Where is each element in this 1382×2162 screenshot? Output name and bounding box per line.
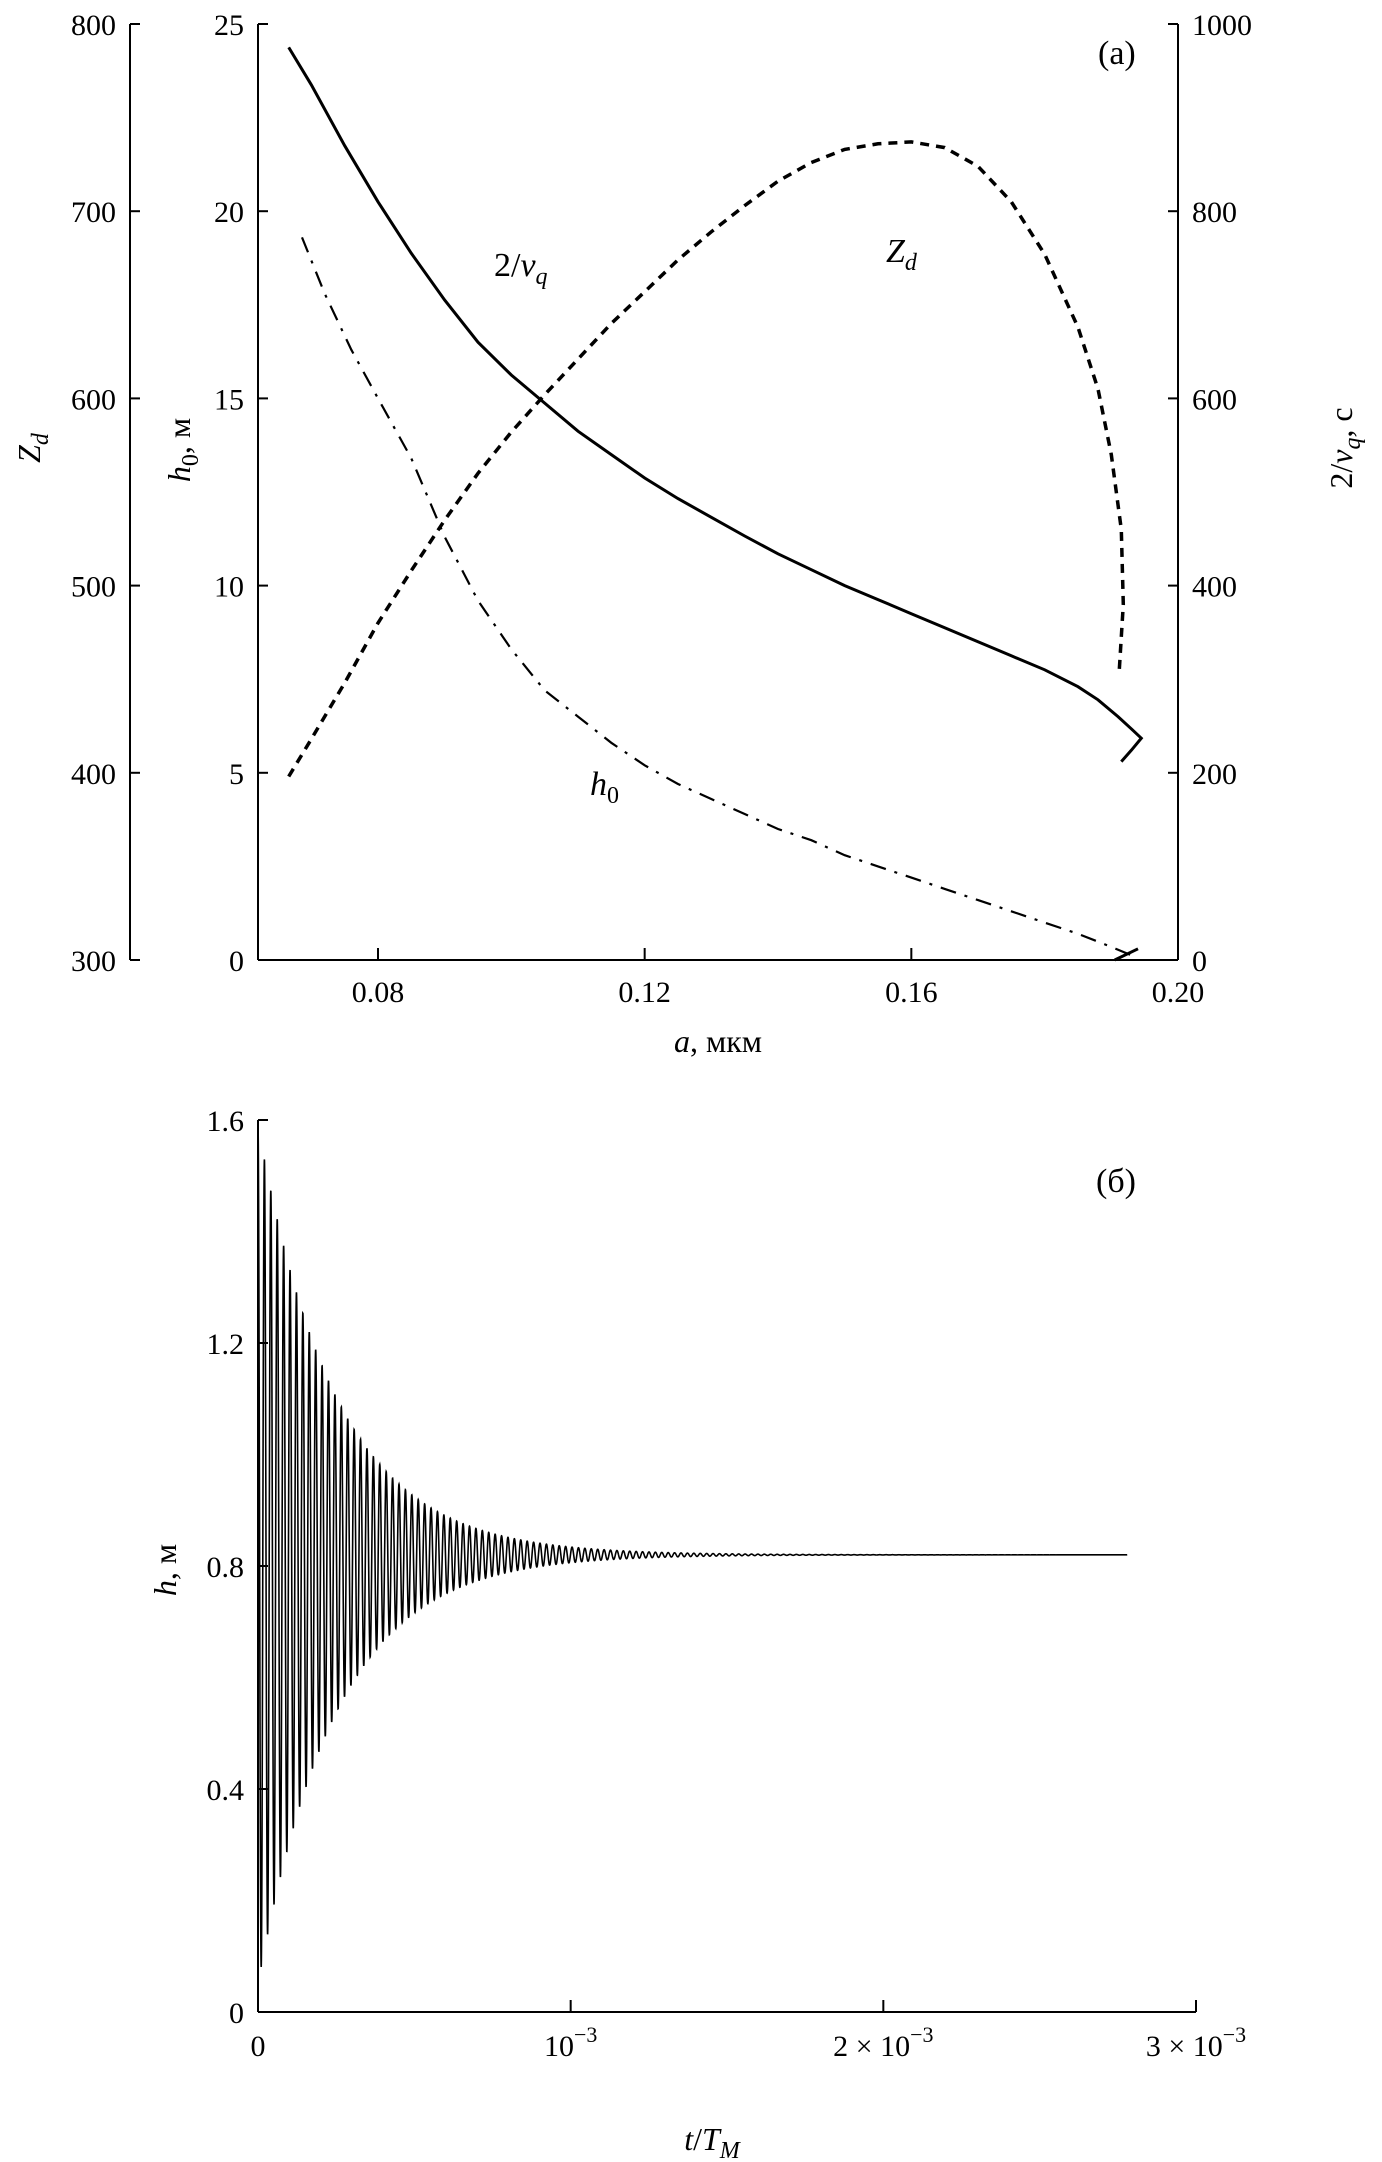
zd-axis-title: Zd	[11, 432, 54, 463]
t-tick-label: 2 × 10−3	[833, 2022, 933, 2063]
zd-tick-label: 400	[71, 758, 116, 791]
t-tick-label: 10−3	[544, 2022, 597, 2063]
h0-tick-label: 10	[214, 571, 244, 604]
h0-tick-label: 25	[214, 9, 244, 42]
nu-tick-label: 0	[1192, 945, 1207, 978]
h0-axis-title: h0, м	[161, 418, 204, 482]
nu-axis-title: 2/νq, c	[1323, 407, 1366, 488]
zd-tick-label: 600	[71, 383, 116, 416]
panel-a: 300 400 500 600 700 800 0 5 10 15 20 25 0 200 400 600…	[11, 9, 1366, 1059]
a-x-axis-ticks: 0.08 0.12 0.16 0.20	[352, 948, 1205, 1009]
h-tick-label: 0.8	[207, 1551, 245, 1584]
nu-annotation: 2/νq	[494, 247, 548, 290]
panel-b: 00.40.81.21.6 0 10−3 2 × 10−3 3 × 10−3 (б) …	[147, 1105, 1246, 2162]
series-h0-line	[300, 236, 1139, 960]
h-tick-label: 1.6	[207, 1105, 245, 1138]
a-x-tick-label: 0.20	[1152, 976, 1205, 1009]
panel-a-series	[287, 46, 1144, 962]
t-axis-ticks: 0 10−3 2 × 10−3 3 × 10−3	[251, 2000, 1246, 2063]
a-x-axis-title: a, мкм	[674, 1023, 762, 1059]
h0-tick-label: 5	[229, 758, 244, 791]
nu-tick-label: 200	[1192, 758, 1237, 791]
h-axis-title: h, м	[147, 1544, 183, 1596]
a-x-tick-label: 0.12	[618, 976, 671, 1009]
series-tail-line	[1114, 947, 1139, 962]
nu-axis-ticks: 0 200 400 600 800 1000	[1168, 9, 1252, 978]
zd-tick-label: 300	[71, 945, 116, 978]
nu-tick-label: 1000	[1192, 9, 1252, 42]
zd-annotation: Zd	[886, 233, 918, 276]
zd-tick-label: 500	[71, 571, 116, 604]
t-tick-label: 0	[251, 2030, 266, 2063]
series-2q-line	[287, 46, 1144, 763]
panel-a-label: (а)	[1098, 35, 1136, 72]
panel-b-series	[257, 1125, 1128, 1967]
t-axis-title: t/TM	[684, 2121, 742, 2162]
series-h-line	[257, 1125, 1128, 1967]
nu-tick-label: 600	[1192, 383, 1237, 416]
h0-axis-ticks: 0 5 10 15 20 25	[214, 9, 268, 978]
t-tick-label: 3 × 10−3	[1146, 2022, 1246, 2063]
h0-tick-label: 15	[214, 383, 244, 416]
h-tick-label: 1.2	[207, 1328, 245, 1361]
h0-tick-label: 20	[214, 196, 244, 229]
zd-tick-label: 700	[71, 196, 116, 229]
zd-tick-label: 800	[71, 9, 116, 42]
h-axis-ticks: 0 0.4 0.8 1.2 1.6	[207, 1105, 268, 2030]
zd-axis-ticks: 300 400 500 600 700 800	[71, 9, 140, 978]
h0-annotation: h0	[590, 766, 619, 809]
nu-tick-label: 400	[1192, 571, 1237, 604]
h0-tick-label: 0	[229, 945, 244, 978]
a-x-tick-label: 0.16	[885, 976, 938, 1009]
panel-b-label: (б)	[1096, 1163, 1136, 1200]
series-Zd-line	[287, 140, 1126, 778]
nu-tick-label: 800	[1192, 196, 1237, 229]
h-tick-label: 0	[229, 1997, 244, 2030]
h-tick-label: 0.4	[207, 1774, 245, 1807]
a-x-tick-label: 0.08	[352, 976, 405, 1009]
